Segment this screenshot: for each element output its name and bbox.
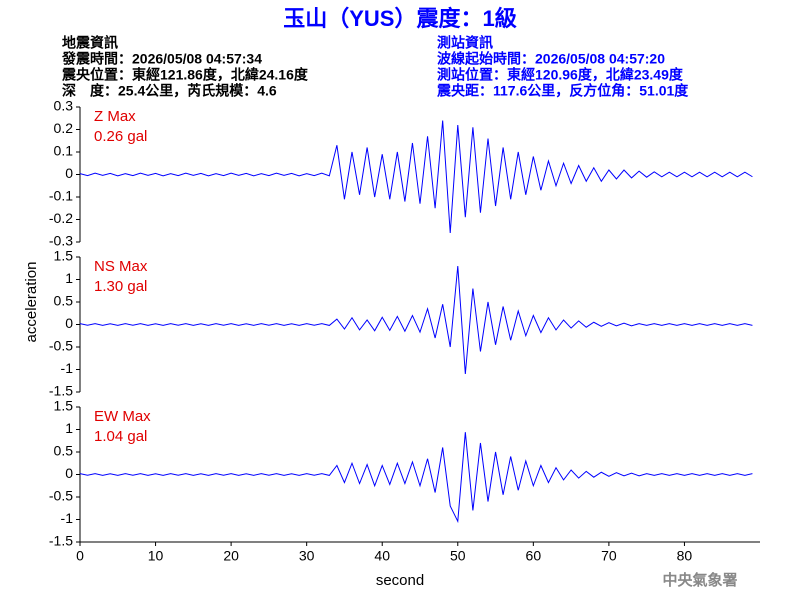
- y-tick-label: 0: [65, 465, 73, 481]
- station-line: 波線起始時間：2026/05/08 04:57:20: [437, 51, 665, 67]
- max-label: 1.30 gal: [94, 278, 147, 295]
- x-tick-label: 70: [601, 548, 617, 564]
- max-label: 1.04 gal: [94, 428, 147, 445]
- x-tick-label: 10: [148, 548, 164, 564]
- waveform: [79, 265, 753, 375]
- y-tick-label: 0: [65, 315, 73, 331]
- x-tick-label: 40: [374, 548, 390, 564]
- x-axis-label: second: [376, 572, 424, 589]
- channel-label: Z Max: [94, 108, 136, 125]
- station-line: 震央距：117.6公里，反方位角：51.01度: [436, 83, 689, 99]
- y-tick-label: 0.5: [54, 443, 74, 459]
- station-heading: 測站資訊: [437, 35, 493, 51]
- y-tick-label: -0.1: [49, 188, 73, 204]
- waveform: [79, 432, 753, 524]
- info-line: 發震時間：2026/05/08 04:57:34: [61, 51, 262, 67]
- y-tick-label: 1.5: [54, 248, 74, 264]
- x-tick-label: 80: [677, 548, 693, 564]
- y-tick-label: -1: [61, 510, 74, 526]
- info-line: 深 度：25.4公里，芮氏規模：4.6: [62, 83, 277, 99]
- x-tick-label: 20: [223, 548, 239, 564]
- info-heading: 地震資訊: [62, 35, 118, 51]
- y-tick-label: 0: [65, 165, 73, 181]
- waveform: [79, 120, 753, 234]
- y-tick-label: 1.5: [54, 398, 74, 414]
- y-tick-label: -0.5: [49, 488, 73, 504]
- y-tick-label: 0.1: [54, 143, 74, 159]
- y-tick-label: -0.2: [49, 210, 73, 226]
- channel-label: NS Max: [94, 258, 148, 275]
- x-tick-label: 30: [299, 548, 315, 564]
- y-tick-label: 0.2: [54, 120, 74, 136]
- y-tick-label: 0.5: [54, 293, 74, 309]
- y-tick-label: 1: [65, 420, 73, 436]
- title: 玉山（YUS）震度：1級: [283, 6, 516, 31]
- y-tick-label: 0.3: [54, 98, 74, 114]
- y-tick-label: -0.3: [49, 233, 73, 249]
- x-tick-label: 50: [450, 548, 466, 564]
- channel-label: EW Max: [94, 408, 151, 425]
- y-tick-label: -1.5: [49, 533, 73, 549]
- y-axis-label: acceleration: [23, 262, 40, 343]
- max-label: 0.26 gal: [94, 128, 147, 145]
- station-line: 測站位置：東經120.96度，北緯23.49度: [437, 67, 684, 83]
- y-tick-label: -0.5: [49, 338, 73, 354]
- info-line: 震央位置：東經121.86度，北緯24.16度: [61, 67, 309, 83]
- y-tick-label: -1.5: [49, 383, 73, 399]
- y-tick-label: -1: [61, 360, 74, 376]
- y-tick-label: 1: [65, 270, 73, 286]
- x-tick-label: 0: [76, 548, 84, 564]
- x-tick-label: 60: [526, 548, 542, 564]
- footer: 中央氣象署: [662, 571, 737, 589]
